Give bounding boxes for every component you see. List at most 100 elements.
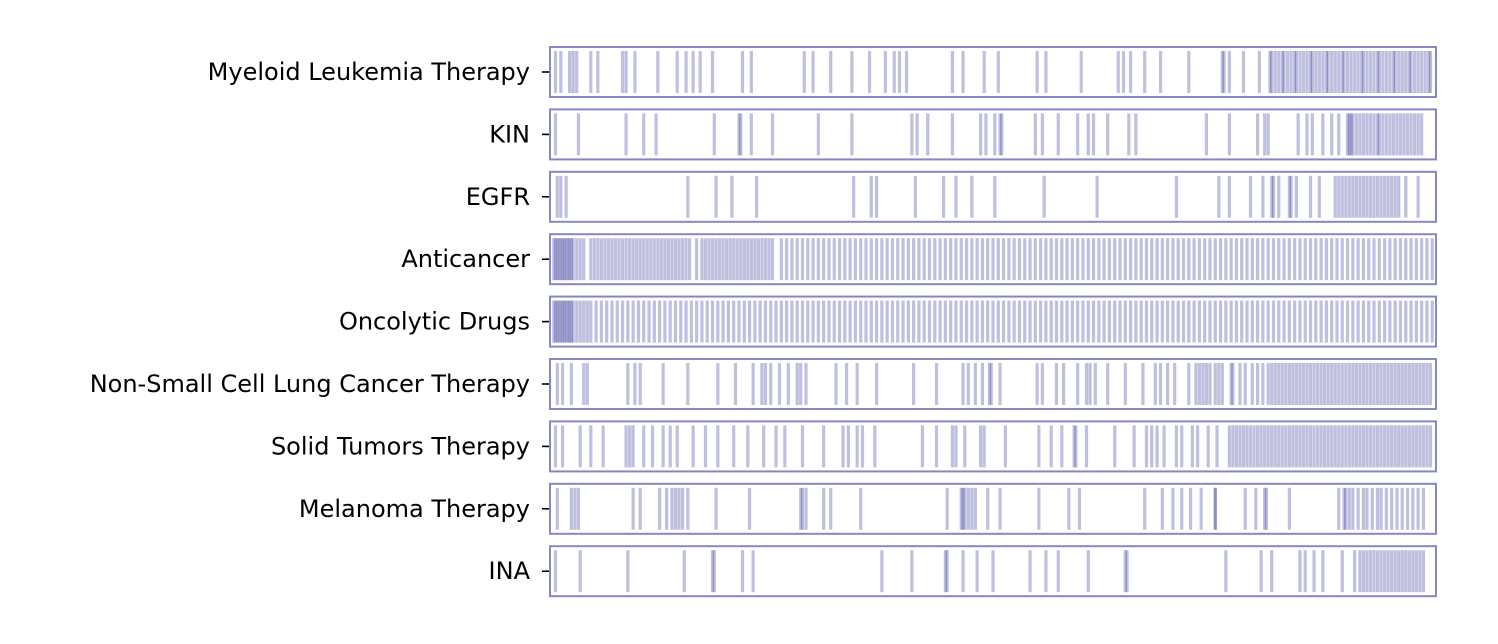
barcode-mark: [1416, 175, 1420, 218]
barcode-mark: [942, 175, 946, 218]
barcode-mark: [1409, 238, 1413, 281]
barcode-mark: [943, 550, 947, 593]
barcode-mark: [1294, 363, 1299, 405]
barcode-mark: [1367, 300, 1371, 343]
barcode-mark: [853, 238, 858, 281]
barcode-mark: [1344, 363, 1348, 405]
barcode-mark: [1261, 363, 1265, 405]
barcode-mark: [1197, 300, 1201, 343]
barcode-mark: [673, 300, 678, 343]
barcode-mark: [1398, 113, 1403, 156]
barcode-mark: [1252, 425, 1256, 468]
barcode-mark: [1261, 300, 1265, 343]
barcode-mark: [1368, 550, 1373, 593]
barcode-mark: [1358, 113, 1362, 156]
barcode-mark: [603, 238, 607, 281]
barcode-mark: [1153, 363, 1157, 405]
barcode-mark: [555, 175, 559, 218]
barcode-mark: [1405, 113, 1410, 156]
barcode-mark: [1227, 113, 1231, 156]
barcode-mark: [795, 363, 799, 405]
barcode-mark: [982, 51, 986, 93]
barcode-mark: [1259, 425, 1263, 468]
track-label: Non-Small Cell Lung Cancer Therapy: [90, 370, 530, 398]
barcode-mark: [1143, 487, 1147, 530]
barcode-mark: [982, 425, 986, 468]
barcode-mark: [1405, 487, 1410, 530]
barcode-mark: [1196, 425, 1200, 468]
barcode-mark: [1365, 51, 1369, 93]
barcode-mark: [897, 51, 902, 93]
barcode-mark: [1250, 300, 1254, 343]
barcode-mark: [913, 175, 917, 218]
barcode-mark: [1301, 51, 1306, 93]
barcode-mark: [1081, 300, 1085, 343]
barcode-mark: [624, 51, 628, 93]
barcode-mark: [1305, 425, 1309, 468]
barcode-mark: [892, 51, 896, 93]
barcode-mark: [658, 487, 662, 530]
barcode-mark: [1354, 425, 1358, 468]
barcode-mark: [1404, 425, 1408, 468]
barcode-mark: [970, 487, 974, 530]
barcode-mark: [1367, 238, 1371, 281]
barcode-mark: [1084, 425, 1089, 468]
barcode-mark: [695, 300, 699, 343]
barcode-mark: [848, 300, 852, 343]
barcode-mark: [1358, 550, 1362, 593]
barcode-mark: [687, 238, 692, 281]
barcode-mark: [917, 300, 921, 343]
barcode-mark: [1409, 51, 1413, 93]
barcode-mark: [732, 238, 736, 281]
barcode-mark: [1187, 238, 1191, 281]
barcode-mark: [1400, 487, 1404, 530]
barcode-mark: [912, 300, 916, 343]
barcode-mark: [1023, 300, 1027, 343]
track-label: INA: [489, 557, 531, 585]
barcode-mark: [1181, 300, 1186, 343]
barcode-mark: [1383, 425, 1387, 468]
barcode-mark: [1404, 363, 1408, 405]
barcode-mark: [732, 425, 736, 468]
barcode-mark: [1353, 51, 1357, 93]
barcode-mark: [790, 238, 794, 281]
barcode-mark: [1160, 238, 1164, 281]
barcode-mark: [770, 238, 775, 281]
barcode-mark: [961, 487, 965, 530]
barcode-mark: [1400, 363, 1404, 405]
barcode-mark: [1379, 550, 1383, 593]
barcode-mark: [589, 238, 593, 281]
barcode-mark: [1400, 550, 1404, 593]
barcode-mark: [959, 300, 963, 343]
barcode-mark: [1321, 51, 1325, 93]
barcode-mark: [1404, 238, 1408, 281]
barcode-mark: [1106, 113, 1110, 156]
barcode-mark: [855, 425, 859, 468]
barcode-mark: [633, 51, 637, 93]
barcode-mark: [1266, 238, 1270, 281]
barcode-mark: [562, 300, 566, 343]
barcode-mark: [1427, 51, 1431, 93]
barcode-mark: [710, 238, 715, 281]
barcode-mark: [568, 51, 572, 93]
barcode-mark: [1012, 238, 1016, 281]
barcode-mark: [1386, 363, 1390, 405]
barcode-mark: [1340, 363, 1344, 405]
barcode-mark: [1400, 51, 1404, 93]
barcode-mark: [966, 487, 970, 530]
barcode-mark: [675, 425, 679, 468]
barcode-mark: [1356, 487, 1360, 530]
barcode-mark: [553, 238, 558, 281]
barcode-mark: [1155, 238, 1159, 281]
barcode-mark: [1372, 113, 1376, 156]
barcode-mark: [763, 363, 768, 405]
barcode-mark: [1298, 51, 1302, 93]
barcode-mark: [1271, 238, 1276, 281]
barcode-mark: [700, 238, 704, 281]
barcode-mark: [961, 363, 965, 405]
barcode-mark: [785, 238, 789, 281]
barcode-mark: [874, 300, 879, 343]
barcode-mark: [1351, 238, 1355, 281]
barcode-mark: [1102, 300, 1106, 343]
barcode-mark: [1250, 238, 1254, 281]
